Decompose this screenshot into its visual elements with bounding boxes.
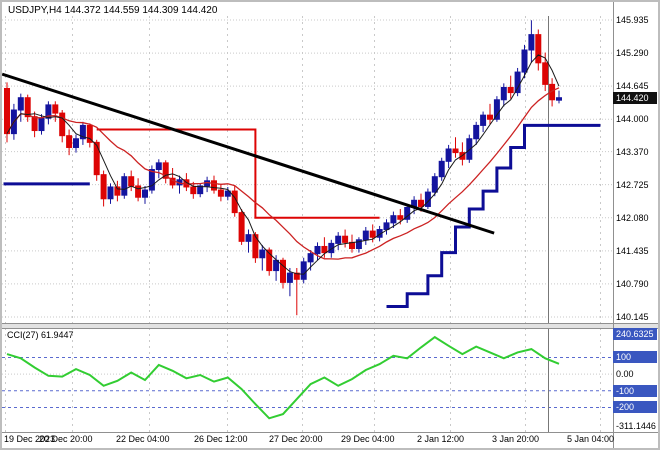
price-axis-label: 143.370 (616, 146, 649, 157)
symbol-ohlc-label: USDJPY,H4 144.372 144.559 144.309 144.42… (8, 5, 218, 16)
price-axis-label: 144.000 (616, 114, 649, 125)
cci-axis-label: 0.00 (616, 369, 634, 380)
price-axis-label: 140.145 (616, 312, 649, 322)
cci-axis-label: -311.1446 (616, 421, 656, 431)
cci-level-badge: -100 (613, 384, 657, 397)
price-axis-label: 144.645 (616, 81, 649, 92)
cci-level-badge: 100 (613, 351, 657, 364)
price-axis[interactable]: 145.935 145.290 144.645 144.000 143.370 142.7… (612, 2, 658, 448)
time-axis[interactable]: 19 Dec 2023 20 Dec 20:00 22 Dec 04:00 26 De… (2, 432, 615, 448)
price-axis-label: 145.290 (616, 48, 649, 59)
price-axis-label: 142.080 (616, 212, 649, 223)
time-axis-label: 29 Dec 04:00 (341, 434, 395, 444)
cci-level-badge: -200 (613, 401, 657, 414)
price-axis-label: 141.435 (616, 245, 649, 256)
cci-level-badge: 240.6325 (613, 328, 657, 340)
time-axis-label: 3 Jan 20:00 (492, 434, 540, 444)
time-axis-label: 20 Dec 20:00 (39, 434, 93, 444)
price-axis-label: 145.935 (616, 15, 649, 25)
cci-indicator-label: CCI(27) 61.9447 (7, 330, 74, 340)
time-axis-label: 22 Dec 04:00 (116, 434, 170, 444)
time-axis-label: 5 Jan 04:00 (567, 434, 615, 444)
price-axis-label: 140.790 (616, 278, 649, 289)
current-price-badge: 144.420 (613, 91, 657, 104)
time-axis-label: 19 Dec 2023 (4, 434, 56, 444)
time-axis-label: 2 Jan 12:00 (417, 434, 465, 444)
time-axis-label: 27 Dec 20:00 (269, 434, 323, 444)
time-axis-label: 26 Dec 12:00 (194, 434, 248, 444)
price-axis-label: 142.725 (616, 179, 649, 190)
